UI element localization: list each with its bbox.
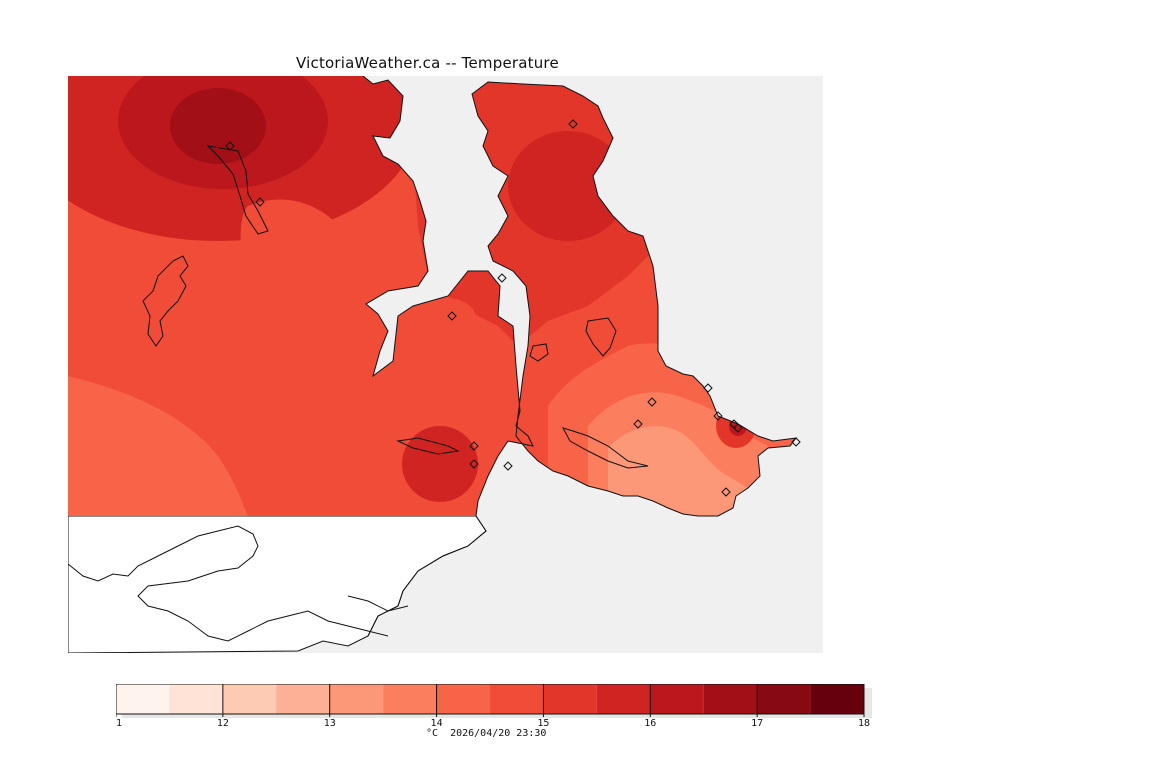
coastline [68,76,798,642]
legend-tick-label: 11 [116,718,122,726]
station-marker [447,311,457,321]
legend-swatch [810,684,864,714]
station-marker [633,419,643,429]
legend-swatch [116,684,170,714]
station-marker [791,437,801,447]
legend-swatch [650,684,704,714]
legend-tick-label: 16 [644,718,656,726]
legend-swatch [490,684,544,714]
legend-swatch [757,684,811,714]
legend-swatch [436,684,490,714]
legend-swatch [703,684,758,714]
station-marker [503,461,513,471]
legend-tick-label: 15 [537,718,549,726]
legend-swatch [596,684,651,714]
station-marker [469,441,479,451]
legend-swatch [383,684,437,714]
station-marker [568,119,578,129]
station-marker [225,141,235,151]
legend-tick-label: 17 [751,718,763,726]
temperature-map[interactable] [68,76,823,653]
legend-swatch [543,684,597,714]
station-marker [469,459,479,469]
legend-tick-label: 12 [217,718,229,726]
station-marker [721,487,731,497]
station-markers [225,119,801,497]
chart-title: VictoriaWeather.ca -- Temperature [296,54,559,72]
station-marker [647,397,657,407]
station-marker [703,383,713,393]
legend-ticks: 11 12 13 14 15 16 17 18 [110,684,870,729]
station-marker [497,273,507,283]
legend-swatch [222,684,277,714]
station-marker [255,197,265,207]
legend-swatch [276,684,330,714]
units-timestamp: °C 2026/04/20 23:30 [426,728,547,739]
legend-swatch [329,684,384,714]
legend-swatches [116,684,864,714]
station-marker [733,423,743,433]
legend-tick-label: 18 [858,718,870,726]
color-legend: 11 12 13 14 15 16 17 18 [110,683,876,730]
legend-tick-label: 13 [324,718,336,726]
legend-swatch [169,684,223,714]
legend-tick-label: 14 [431,718,443,726]
station-marker [713,411,723,421]
